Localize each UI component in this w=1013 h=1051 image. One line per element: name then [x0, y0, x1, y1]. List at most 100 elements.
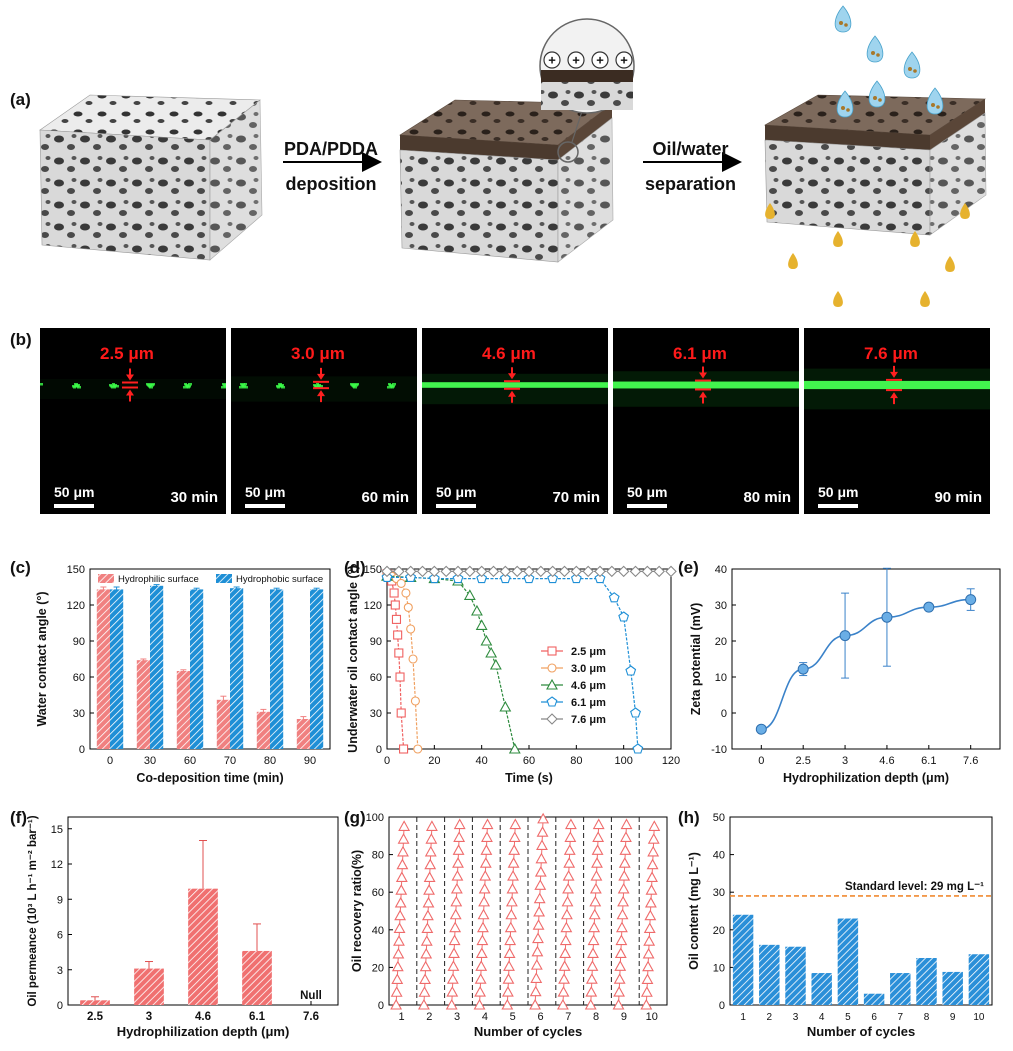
data-point — [641, 565, 654, 578]
plot-frame — [729, 816, 993, 1006]
bar-hydrophobic — [110, 589, 124, 749]
data-point — [445, 998, 458, 1010]
y-tick-label: 50 — [713, 812, 725, 824]
plus-charge-1 — [543, 51, 561, 69]
x-tick-label: 40 — [476, 755, 488, 767]
data-point — [440, 565, 452, 578]
micrograph-1: 2.5 μm 30 min 50 μm — [40, 328, 226, 514]
data-point — [390, 600, 400, 610]
data-point — [616, 908, 629, 920]
x-tick-label: 90 — [304, 755, 316, 767]
green-spot — [240, 383, 245, 386]
green-spot — [387, 386, 392, 389]
data-point — [499, 700, 512, 712]
oil-particle — [873, 96, 877, 100]
data-point — [523, 565, 535, 578]
step1-line1: PDA/PDDA — [283, 139, 378, 159]
data-point — [614, 947, 627, 958]
x-tick-label: 3 — [793, 1012, 799, 1023]
y-tick-label: 12 — [51, 859, 63, 871]
oil-particle — [871, 51, 875, 55]
data-point — [613, 985, 626, 997]
cycle-6 — [529, 812, 550, 1010]
data-point — [640, 986, 653, 997]
y-tick-label: 20 — [713, 925, 725, 937]
data-point — [422, 896, 435, 908]
data-point — [416, 565, 429, 578]
data-point — [420, 935, 433, 946]
data-point — [476, 934, 489, 946]
green-spot — [74, 383, 78, 386]
data-point — [393, 565, 405, 578]
water-drop-5 — [868, 80, 886, 108]
data-point — [397, 833, 410, 844]
micrograph-5: 7.6 μm 90 min 50 μm — [804, 328, 990, 514]
data-point — [452, 565, 464, 578]
green-layer — [422, 382, 608, 388]
oil-drop-3 — [910, 231, 920, 247]
data-point — [532, 932, 544, 944]
bar-hydrophilic — [256, 711, 270, 749]
x-axis-label: Hydrophilization depth (μm) — [117, 1024, 290, 1039]
data-point — [560, 921, 573, 933]
green-spot — [188, 383, 192, 386]
data-point — [406, 624, 416, 634]
data-point — [480, 634, 493, 646]
bar-hydrophilic — [216, 699, 230, 749]
data-point — [533, 892, 546, 904]
y-tick-label: 30 — [73, 708, 85, 720]
data-point — [613, 973, 626, 984]
data-point — [419, 960, 432, 972]
oil-particle — [839, 21, 843, 25]
legend-label: 7.6 μm — [571, 714, 606, 726]
scale-bar — [818, 504, 858, 508]
data-point — [508, 844, 521, 855]
bar-hydrophobic — [150, 585, 164, 749]
x-tick-label: 7.6 — [303, 1011, 319, 1023]
y-tick-label: 150 — [364, 564, 382, 576]
data-point — [665, 565, 677, 578]
data-point — [390, 986, 403, 997]
data-point — [421, 909, 434, 921]
bar — [916, 958, 937, 1005]
data-point — [591, 844, 604, 855]
x-tick-label: 0 — [384, 755, 390, 767]
y-tick-label: 150 — [67, 564, 85, 576]
data-point — [625, 665, 637, 676]
data-point — [563, 844, 576, 855]
x-tick-label: 30 — [144, 755, 156, 767]
plot-frame — [731, 568, 1001, 750]
x-tick-label: 2 — [767, 1012, 773, 1023]
panel-label-e: (e) — [678, 558, 699, 577]
data-point — [508, 831, 521, 842]
data-point — [424, 845, 437, 857]
legend-marker — [546, 696, 558, 707]
legend-marker — [547, 663, 557, 673]
oil-particle — [931, 103, 935, 107]
data-point — [644, 896, 657, 908]
data-point — [586, 960, 599, 971]
green-spot — [278, 383, 282, 386]
data-point — [396, 708, 406, 718]
data-point — [558, 973, 570, 984]
cycle-9 — [612, 818, 633, 1010]
legend-label: 2.5 μm — [571, 646, 606, 658]
time-label: 70 min — [552, 489, 600, 506]
y-axis-label: Oil recovery ratio(%) — [350, 850, 364, 972]
y-tick-label: 30 — [715, 600, 727, 612]
data-point — [558, 565, 571, 578]
plus-sign: + — [548, 53, 556, 68]
water-drop-2 — [866, 35, 884, 63]
y-tick-label: 20 — [715, 636, 727, 648]
x-tick-label: 80 — [264, 755, 276, 767]
time-label: 80 min — [743, 489, 791, 506]
data-point — [425, 820, 438, 831]
data-point — [588, 921, 601, 933]
legend-marker — [547, 646, 557, 656]
y-axis-label: Oil permeance (10³ L h⁻¹ m⁻² bar⁻¹) — [27, 815, 39, 1006]
x-tick-label: 80 — [570, 755, 582, 767]
bar — [811, 973, 832, 1005]
bar — [942, 971, 963, 1005]
data-point — [508, 742, 521, 754]
micrograph-3: 4.6 μm 70 min 50 μm — [422, 328, 608, 514]
